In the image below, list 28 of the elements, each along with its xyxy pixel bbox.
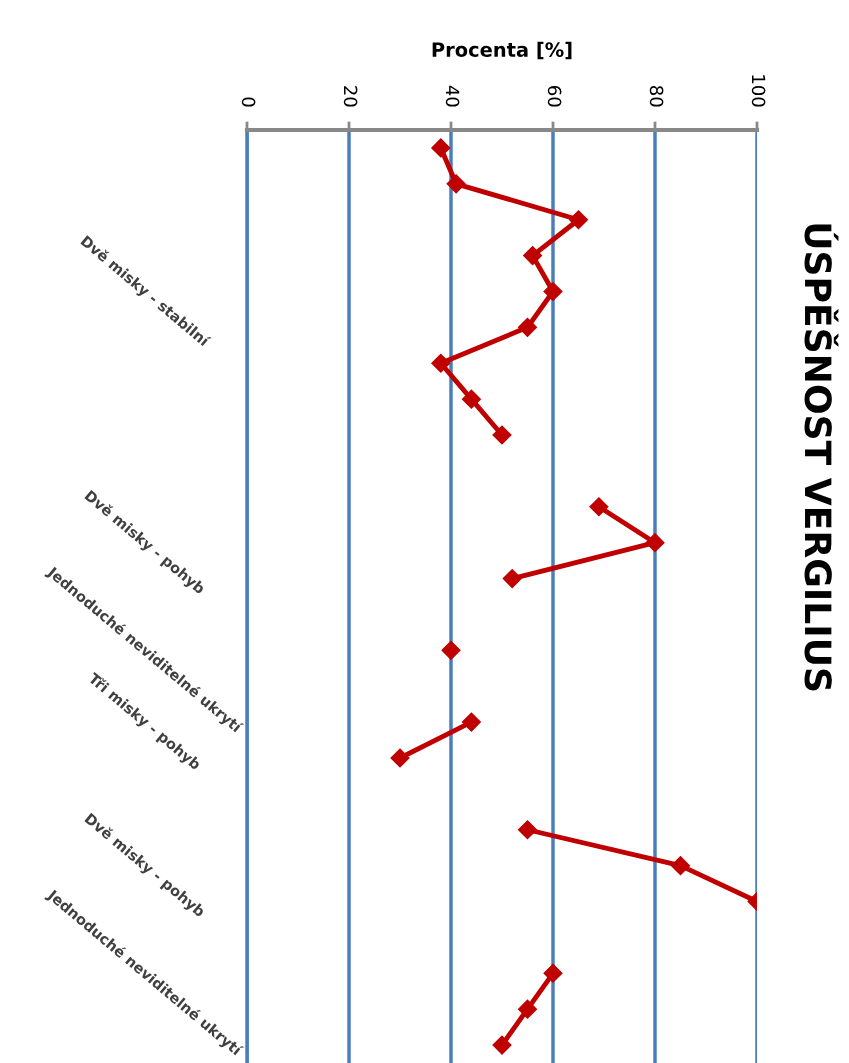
point [517,999,538,1019]
point [543,281,563,302]
point [645,533,665,553]
point [523,246,543,266]
point [461,389,481,409]
point [446,174,466,194]
point [502,569,522,589]
point [390,748,410,768]
x-tick-label: 60 [547,86,562,107]
point [517,317,538,337]
point [543,963,563,983]
text: ÚSPĚŠNOST VERGILIUS [804,224,839,691]
point [431,353,451,373]
point [670,856,691,876]
point [492,425,512,445]
point [492,1035,512,1055]
x-axis-title: Procenta [%] [432,41,572,60]
x-tick-label: 20 [343,86,358,107]
x-tick-label: 80 [649,86,664,107]
x-tick-label: 40 [445,85,460,107]
point [568,210,589,230]
point [461,712,481,732]
point [431,138,451,158]
point [589,497,609,517]
point [517,820,538,840]
x-tick-label: 0 [241,97,256,107]
point [441,640,461,660]
x-tick-label: 100 [751,75,766,107]
